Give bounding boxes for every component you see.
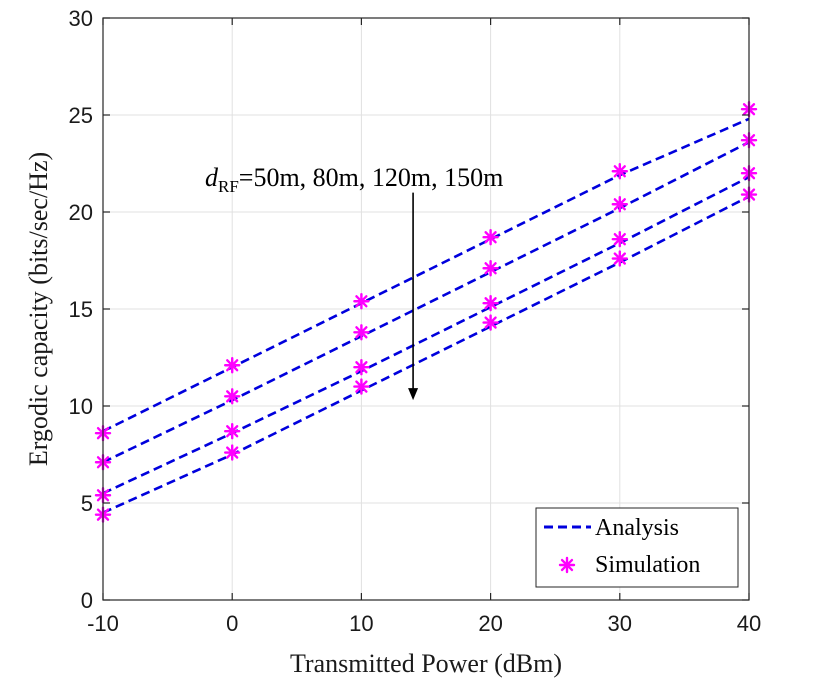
distance-annotation: dRF=50m, 80m, 120m, 150m (205, 163, 503, 401)
x-tick-label: 40 (737, 611, 761, 636)
simulation-point-series-3 (353, 378, 370, 395)
legend-asterisk (558, 556, 576, 574)
x-tick-label: 0 (226, 611, 238, 636)
y-tick-label: 0 (81, 588, 93, 613)
analysis-line-series-2 (102, 175, 750, 495)
simulation-point-series-0 (223, 357, 241, 374)
analysis-line-series-3 (102, 195, 750, 514)
simulation-point-series-2 (353, 359, 370, 376)
annotation-text: dRF=50m, 80m, 120m, 150m (205, 163, 503, 196)
legend-box (535, 507, 739, 588)
annotation-subscript: RF (218, 177, 239, 196)
annotation-var: d (205, 163, 219, 192)
analysis-line-series-1 (102, 141, 750, 464)
legend-simulation-label: Simulation (595, 552, 700, 578)
x-axis-label: Transmitted Power (dBm) (290, 649, 562, 678)
simulation-point-series-0 (482, 229, 499, 246)
annotation-values: =50m, 80m, 120m, 150m (239, 163, 504, 192)
legend-simulation-swatch (558, 556, 576, 574)
simulation-point-series-1 (482, 260, 499, 277)
x-tick-label: -10 (87, 611, 119, 636)
simulation-point-series-1 (223, 388, 241, 405)
y-tick-label: 10 (69, 394, 93, 419)
y-tick-label: 5 (81, 491, 93, 516)
y-tick-label: 20 (69, 200, 93, 225)
x-tick-label: 30 (608, 611, 632, 636)
simulation-point-series-2 (482, 294, 499, 312)
simulation-point-series-0 (611, 163, 628, 180)
simulation-point-series-3 (223, 444, 241, 461)
y-tick-label: 25 (69, 103, 93, 128)
simulation-point-series-3 (482, 314, 499, 331)
legend: Analysis Simulation (535, 507, 739, 588)
simulation-point-series-2 (223, 423, 241, 440)
x-tick-label: 10 (349, 611, 373, 636)
x-tick-label: 20 (478, 611, 502, 636)
y-tick-label: 30 (69, 6, 93, 31)
annotation-arrow-head (408, 388, 419, 401)
analysis-line-series-0 (102, 117, 750, 433)
y-tick-label: 15 (69, 297, 93, 322)
simulation-point-series-1 (611, 196, 628, 213)
simulation-point-series-3 (611, 250, 628, 267)
simulation-point-series-0 (353, 293, 370, 310)
simulation-point-series-2 (611, 230, 628, 248)
series-layer (94, 100, 758, 523)
y-axis-label: Ergodic capacity (bits/sec/Hz) (24, 152, 53, 466)
simulation-point-series-1 (353, 324, 370, 341)
legend-analysis-label: Analysis (595, 515, 679, 541)
